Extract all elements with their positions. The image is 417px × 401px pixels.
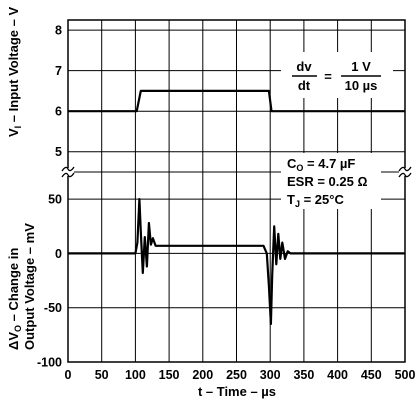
condition-esr: ESR = 0.25 Ω <box>287 174 367 189</box>
y-tick-label-output-3: 50 <box>48 193 62 207</box>
series-lines <box>68 89 405 326</box>
rate-lhs-numerator: dv <box>296 59 312 74</box>
condition-junction-temp: TJ = 25°C <box>287 192 344 209</box>
rate-annotation-box <box>281 52 393 98</box>
break-mask-0 <box>62 168 74 176</box>
x-tick-label-1: 50 <box>95 368 109 382</box>
x-tick-label-7: 350 <box>293 368 314 382</box>
rate-rhs-denominator: 10 µs <box>345 78 378 93</box>
x-tick-label-6: 300 <box>260 368 281 382</box>
y-axis-title-output-line1: ΔVO – Change in <box>6 248 23 350</box>
y-tick-label-output-2: 0 <box>55 247 62 261</box>
rate-equals: = <box>324 69 332 84</box>
x-tick-label-8: 400 <box>327 368 348 382</box>
break-mark-1-0 <box>398 166 412 172</box>
x-tick-label-2: 100 <box>125 368 146 382</box>
x-tick-label-9: 450 <box>361 368 382 382</box>
y-tick-label-input-1: 6 <box>55 105 62 119</box>
break-mask-1 <box>399 168 411 176</box>
rate-rhs-numerator: 1 V <box>351 59 371 74</box>
conditions-box <box>281 153 381 209</box>
y-tick-label-output-1: -50 <box>44 301 62 315</box>
y-axis-title-output-line2: Output Voltage – mV <box>22 223 37 350</box>
x-tick-label-0: 0 <box>65 368 72 382</box>
axis-break-marks <box>61 166 412 178</box>
condition-capacitance: CO = 4.7 µF <box>287 156 355 173</box>
y-tick-label-input-2: 7 <box>55 64 62 78</box>
break-mark-0-1 <box>61 172 75 178</box>
x-axis-title: t – Time – µs <box>198 384 276 399</box>
plot-border <box>67 19 406 363</box>
y-tick-label-input-3: 8 <box>55 24 62 38</box>
break-mark-0-0 <box>61 166 75 172</box>
x-tick-label-3: 150 <box>159 368 180 382</box>
break-mark-1-1 <box>398 172 412 178</box>
x-tick-label-4: 200 <box>192 368 213 382</box>
rate-lhs-denominator: dt <box>298 78 311 93</box>
x-tick-label-10: 500 <box>395 368 416 382</box>
y-tick-label-output-0: -100 <box>37 356 62 370</box>
series-input <box>68 89 405 113</box>
y-axis-title-input: VI – Input Voltage – V <box>6 7 23 137</box>
x-tick-label-5: 250 <box>226 368 247 382</box>
y-tick-label-input-0: 5 <box>55 145 62 159</box>
tick-labels: 0 50 100 150 200 250 300 350 400 450 5005678-100-5… <box>37 24 416 382</box>
series-output <box>68 198 405 326</box>
